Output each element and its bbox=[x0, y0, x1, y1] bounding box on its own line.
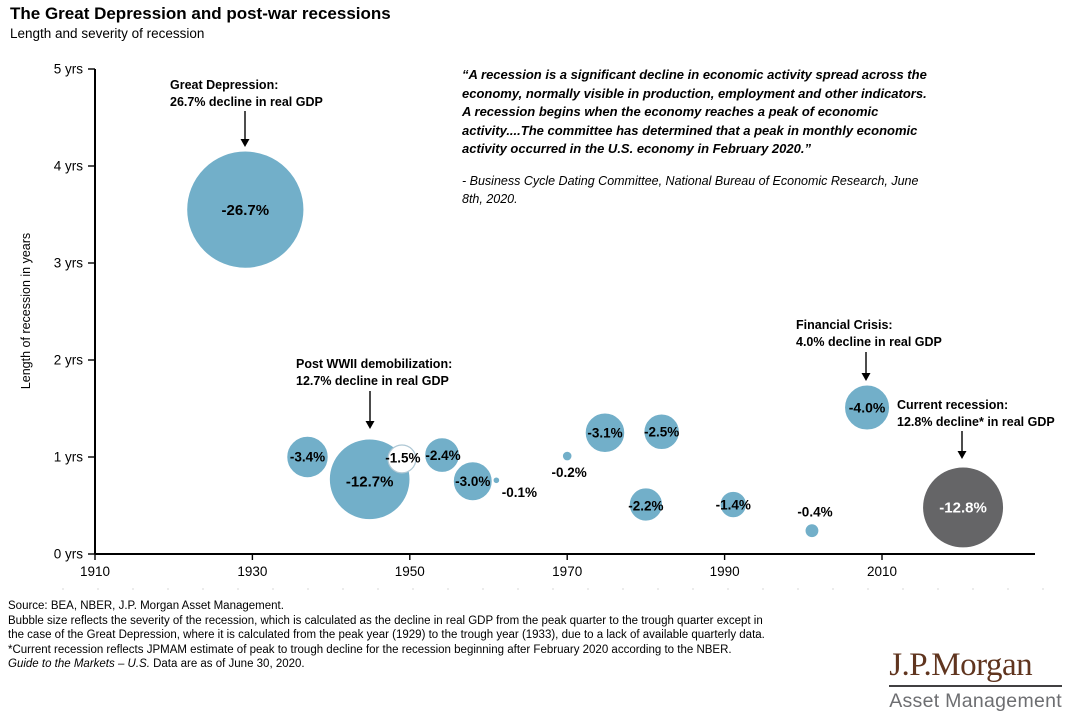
recession-bubble-2020.3 bbox=[921, 465, 1005, 550]
as-of-date: Data are as of June 30, 2020. bbox=[149, 658, 305, 671]
source-line: *Current recession reflects JPMAM estima… bbox=[8, 643, 732, 656]
annotation-arrowhead bbox=[240, 139, 250, 147]
x-tick-label: 1930 bbox=[237, 564, 267, 579]
recession-bubble-1929.1 bbox=[185, 149, 306, 270]
annotation-line: 12.8% decline* in real GDP bbox=[897, 414, 1055, 429]
recession-bubble-1991.1 bbox=[718, 490, 748, 519]
recession-bubble-1954.1 bbox=[423, 436, 461, 474]
recession-bubble-1949 bbox=[387, 444, 417, 474]
recession-bubble-1961 bbox=[491, 475, 501, 485]
bubble-label: -12.7% bbox=[346, 474, 394, 491]
jpmorgan-logo: J.P.Morgan Asset Management bbox=[889, 648, 1062, 713]
annotation-line: Current recession: bbox=[897, 398, 1009, 412]
annotation-line: 26.7% decline in real GDP bbox=[170, 94, 323, 109]
nber-quote: “A recession is a significant decline in… bbox=[462, 67, 927, 157]
bubble-label: -2.4% bbox=[425, 448, 460, 463]
bubble-label: -1.5% bbox=[385, 451, 420, 466]
x-tick-label: 1990 bbox=[710, 564, 740, 579]
recession-bubble-2008.1 bbox=[843, 383, 891, 432]
bubble-label: -3.0% bbox=[455, 474, 490, 489]
recession-bubble-1982 bbox=[642, 412, 681, 451]
bubble-label: -0.2% bbox=[552, 465, 587, 480]
annotation-line: 4.0% decline in real GDP bbox=[796, 334, 942, 349]
annotation-line: Post WWII demobilization: bbox=[296, 357, 453, 371]
page-title: The Great Depression and post-war recess… bbox=[10, 4, 391, 23]
bubble-label: -12.8% bbox=[939, 500, 987, 517]
bubble-label: -26.7% bbox=[222, 202, 270, 219]
gtm-title: Guide to the Markets – U.S. bbox=[8, 658, 150, 671]
y-tick-label: 2 yrs bbox=[54, 353, 84, 368]
source-note: Source: BEA, NBER, J.P. Morgan Asset Man… bbox=[8, 599, 765, 672]
asset-management-label: Asset Management bbox=[889, 689, 1062, 712]
x-tick-label: 1970 bbox=[552, 564, 582, 579]
annotation-arrowhead bbox=[365, 421, 375, 429]
recession-bubble-1970 bbox=[561, 450, 574, 462]
bubble-label: -3.4% bbox=[290, 450, 325, 465]
recession-bubble-1974.8 bbox=[584, 411, 626, 454]
annotation-line: Financial Crisis: bbox=[796, 318, 893, 332]
y-tick-label: 1 yrs bbox=[54, 450, 84, 465]
y-tick-label: 5 yrs bbox=[54, 62, 84, 77]
source-line: Source: BEA, NBER, J.P. Morgan Asset Man… bbox=[8, 600, 284, 612]
annotation-line: Great Depression: bbox=[170, 78, 279, 92]
annotation-post-wwii: Post WWII demobilization: 12.7% decline … bbox=[296, 356, 452, 389]
annotation-arrowhead bbox=[861, 373, 871, 381]
x-tick-label: 1910 bbox=[80, 564, 110, 579]
bubble-label: -2.2% bbox=[628, 498, 663, 513]
bubble-label: -3.1% bbox=[587, 425, 622, 440]
y-axis-title: Length of recession in years bbox=[19, 233, 33, 389]
jpmorgan-wordmark: J.P.Morgan bbox=[889, 648, 1062, 687]
x-tick-label: 2010 bbox=[867, 564, 897, 579]
annotation-financial-crisis: Financial Crisis: 4.0% decline in real G… bbox=[796, 317, 942, 350]
y-tick-label: 4 yrs bbox=[54, 159, 84, 174]
recession-bubble-1980 bbox=[628, 486, 664, 523]
bubble-label: -0.1% bbox=[502, 485, 537, 500]
bubble-label: -2.5% bbox=[644, 425, 679, 440]
x-tick-label: 1950 bbox=[395, 564, 425, 579]
bubble-label: -1.4% bbox=[716, 497, 751, 512]
source-line: the case of the Great Depression, where … bbox=[8, 629, 765, 642]
recession-bubble-1937 bbox=[285, 435, 330, 479]
bubble-label: -0.4% bbox=[797, 504, 832, 519]
y-tick-label: 0 yrs bbox=[54, 547, 84, 562]
quote-attribution: - Business Cycle Dating Committee, Natio… bbox=[462, 174, 919, 206]
annotation-great-depression: Great Depression: 26.7% decline in real … bbox=[170, 77, 323, 110]
source-line: Bubble size reflects the severity of the… bbox=[8, 614, 763, 627]
annotation-line: 12.7% decline in real GDP bbox=[296, 373, 449, 388]
recession-bubble-2001.1 bbox=[803, 522, 820, 539]
source-line: Guide to the Markets – U.S. Data are as … bbox=[8, 657, 765, 672]
annotation-arrowhead bbox=[957, 451, 967, 459]
bubble-label: -4.0% bbox=[849, 399, 886, 415]
y-tick-label: 3 yrs bbox=[54, 256, 84, 271]
page-subtitle: Length and severity of recession bbox=[10, 26, 205, 41]
annotation-current-recession: Current recession: 12.8% decline* in rea… bbox=[897, 397, 1055, 430]
